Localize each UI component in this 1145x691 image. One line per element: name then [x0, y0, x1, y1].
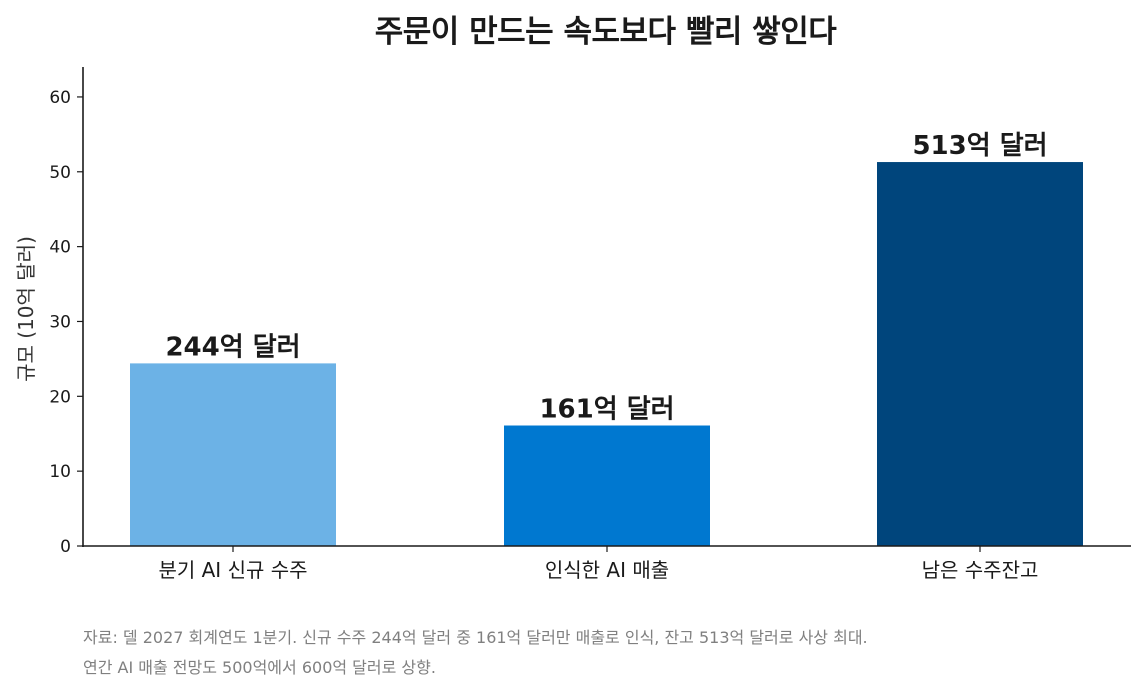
source-note-line-1: 자료: 델 2027 회계연도 1분기. 신규 수주 244억 달러 중 161… — [83, 628, 868, 647]
bar-chart: 0 10 20 30 40 50 60 244억 달러 161억 달러 513억 달러 분기 A… — [14, 67, 1131, 582]
y-tick-label: 0 — [60, 537, 71, 557]
y-tick-label: 20 — [49, 387, 71, 407]
chart-title: 주문이 만드는 속도보다 빨리 쌓인다 — [374, 14, 837, 50]
y-tick-label: 10 — [49, 462, 71, 482]
x-tick-label: 남은 수주잔고 — [922, 558, 1039, 582]
bar — [504, 425, 710, 546]
bars — [130, 162, 1083, 546]
y-axis-label: 규모 (10억 달러) — [14, 236, 38, 382]
bar — [130, 363, 336, 546]
x-tick-label: 인식한 AI 매출 — [545, 558, 669, 582]
bar-value-label: 513억 달러 — [912, 131, 1047, 161]
y-axis-ticks: 0 10 20 30 40 50 60 — [49, 88, 83, 557]
x-tick-label: 분기 AI 신규 수주 — [158, 558, 307, 582]
bar — [877, 162, 1083, 546]
y-tick-label: 60 — [49, 88, 71, 108]
source-note-line-2: 연간 AI 매출 전망도 500억에서 600억 달러로 상향. — [83, 658, 436, 677]
x-axis-ticks: 분기 AI 신규 수주 인식한 AI 매출 남은 수주잔고 — [158, 546, 1038, 582]
bar-value-label: 244억 달러 — [165, 332, 300, 362]
bar-data-labels: 244억 달러 161억 달러 513억 달러 — [165, 131, 1047, 424]
bar-value-label: 161억 달러 — [539, 395, 674, 425]
y-tick-label: 40 — [49, 238, 71, 258]
y-tick-label: 30 — [49, 312, 71, 332]
y-tick-label: 50 — [49, 163, 71, 183]
